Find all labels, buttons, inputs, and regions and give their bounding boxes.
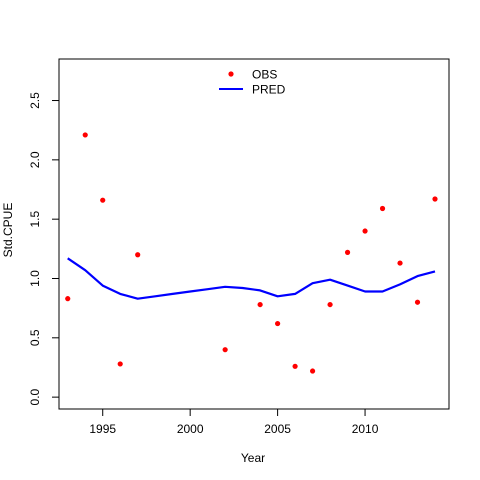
legend-pred-label: PRED (252, 83, 286, 97)
legend-obs-marker (228, 71, 234, 77)
obs-data-point (135, 252, 141, 258)
obs-data-point (362, 228, 368, 234)
x-tick-label: 2005 (264, 422, 291, 436)
y-tick-label: 1.0 (28, 270, 42, 287)
obs-data-point (414, 299, 421, 305)
obs-data-point (117, 361, 123, 367)
plot-area: 1995 2000 2005 2010 0.0 0.5 1.0 1.5 2.0 2.5 (28, 58, 450, 436)
y-axis-label: Std.CPUE (1, 203, 15, 258)
obs-data-point (82, 132, 88, 138)
y-tick-label: 0.0 (28, 388, 42, 405)
obs-data-point (65, 296, 71, 302)
obs-data-point (379, 205, 386, 212)
obs-data-point (222, 347, 228, 353)
legend: OBS PRED (219, 68, 286, 97)
obs-data-point (344, 249, 351, 255)
obs-data-point (432, 196, 438, 202)
x-tick-label: 1995 (89, 422, 116, 436)
y-tick-label: 2.5 (28, 92, 42, 109)
obs-data-point (257, 301, 263, 308)
obs-data-point (292, 363, 298, 369)
y-tick-label: 1.5 (28, 211, 42, 228)
y-tick-label: 0.5 (28, 329, 42, 346)
obs-data-point (397, 260, 403, 266)
obs-data-point (327, 301, 333, 308)
x-tick-label: 2000 (177, 422, 204, 436)
x-axis-label: Year (241, 451, 265, 465)
x-tick-label: 2010 (352, 422, 379, 436)
legend-obs-label: OBS (252, 68, 277, 82)
obs-data-point (275, 320, 281, 327)
pred-series-line (67, 257, 436, 300)
y-tick-label: 2.0 (28, 151, 42, 168)
obs-data-point (309, 368, 316, 374)
obs-data-point (100, 197, 106, 203)
